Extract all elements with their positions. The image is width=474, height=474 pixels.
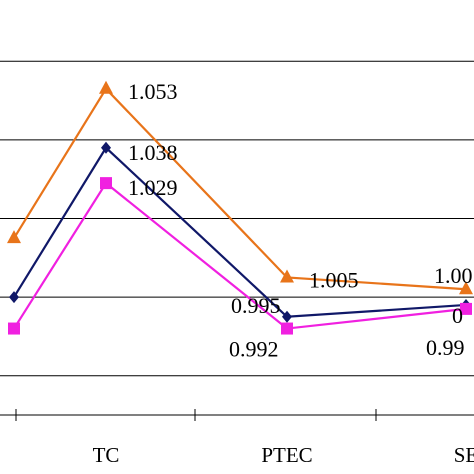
x-tick-label: TC (93, 443, 120, 467)
data-label: 0.99 (426, 335, 465, 360)
point-marker (459, 281, 473, 295)
data-label: 0 (452, 303, 463, 328)
point-marker (281, 322, 293, 335)
data-labels: 1.053 1.005 1.00 1.038 0.995 0 1.029 0.992 0.99 (128, 79, 473, 362)
point-marker (8, 322, 20, 335)
point-marker (99, 80, 113, 94)
series-line (13, 87, 467, 291)
point-marker (100, 177, 112, 190)
point-marker (101, 141, 111, 154)
series-line (13, 146, 467, 318)
point-marker (9, 291, 19, 304)
data-label: 1.053 (128, 79, 178, 104)
point-marker (460, 302, 472, 315)
data-label: 1.038 (128, 140, 178, 165)
data-label: 1.00 (434, 263, 473, 288)
series-group (7, 80, 473, 335)
series-line (13, 181, 467, 330)
data-label: 0.992 (229, 337, 279, 362)
x-axis: TC PTEC SE (0, 409, 474, 467)
x-tick-label: PTEC (261, 443, 312, 467)
gridlines (0, 60, 474, 377)
data-label: 1.005 (309, 267, 359, 292)
point-marker (280, 269, 294, 283)
point-marker (282, 310, 292, 323)
point-marker (7, 230, 21, 244)
data-label: 1.029 (128, 175, 178, 200)
data-label: 0.995 (231, 293, 281, 318)
x-tick-label: SE (454, 443, 474, 467)
